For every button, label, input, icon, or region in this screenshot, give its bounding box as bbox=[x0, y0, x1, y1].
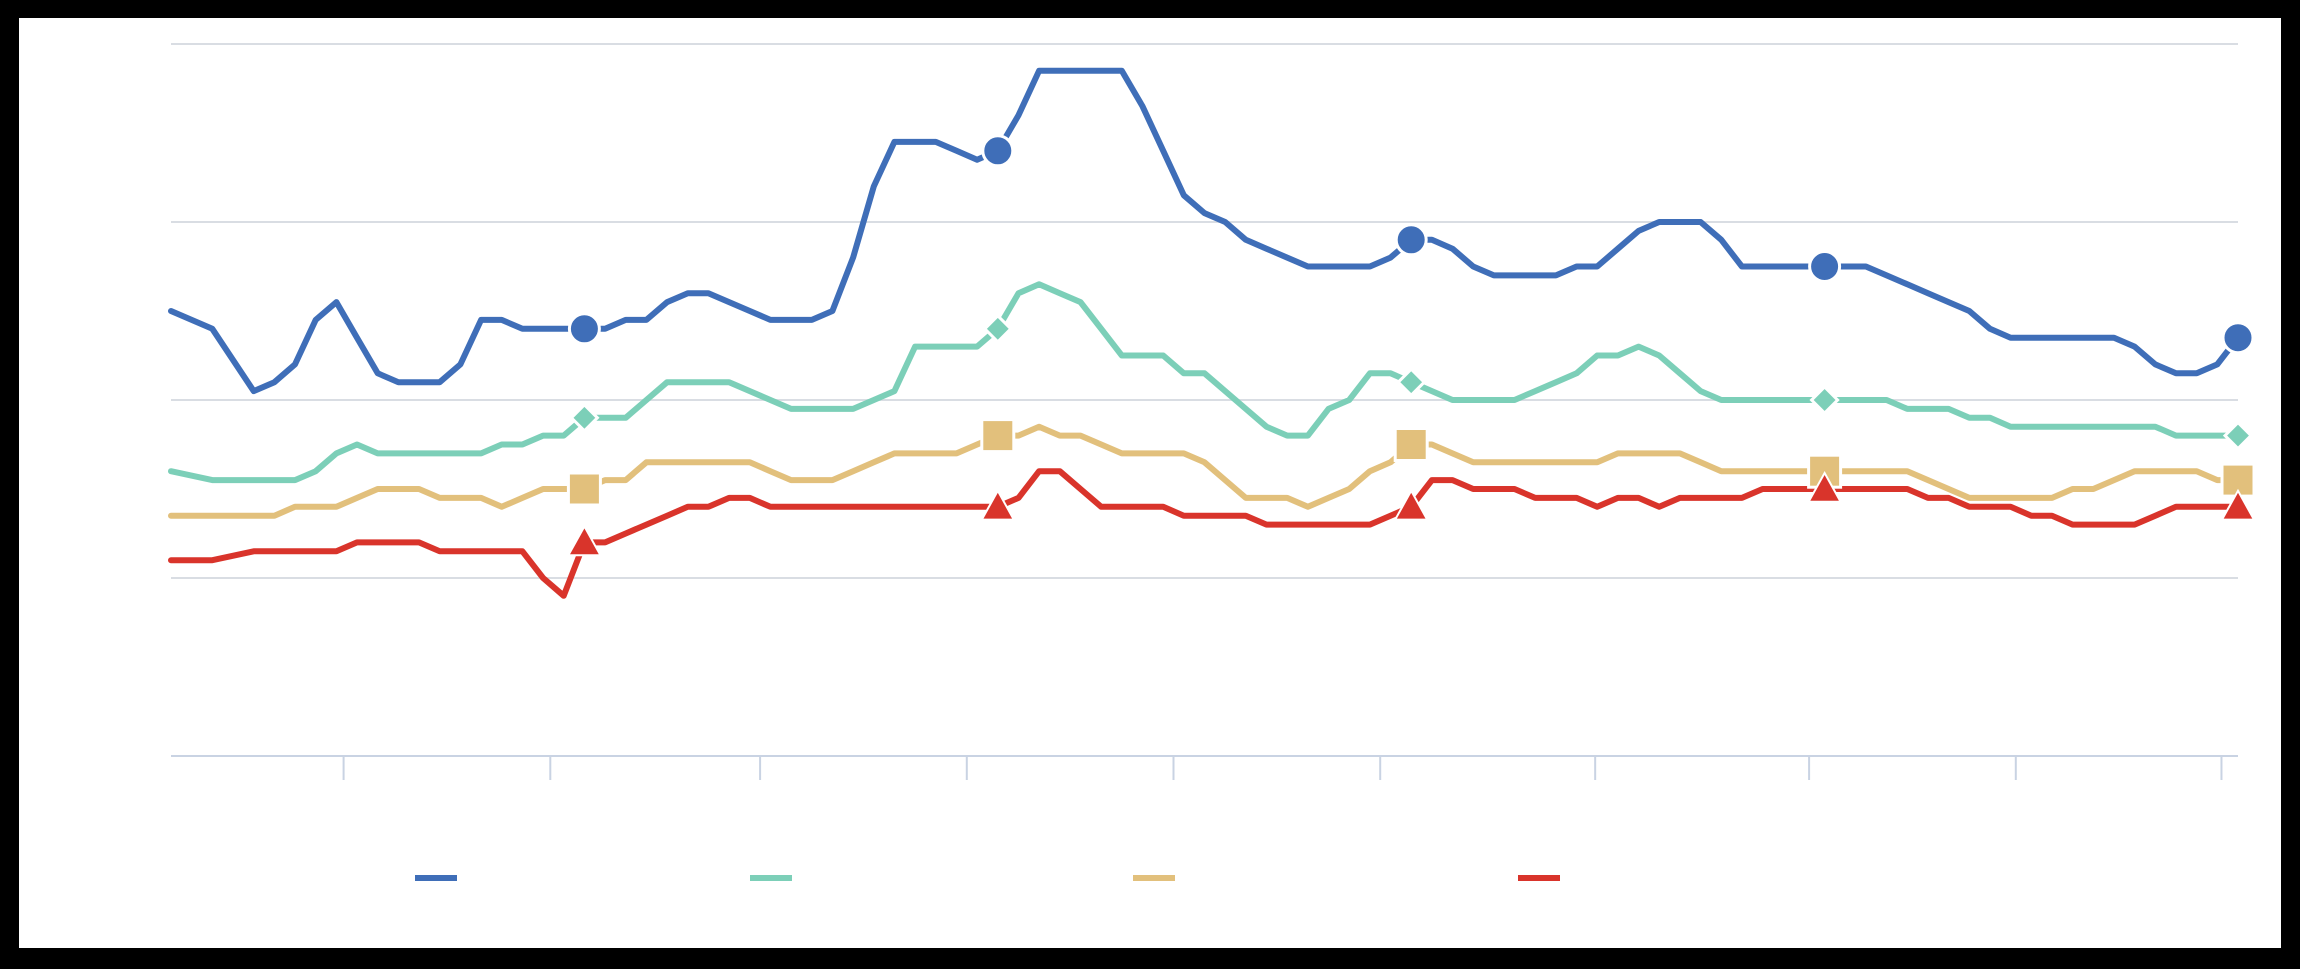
series-1-marker bbox=[2221, 321, 2255, 355]
series-1-marker bbox=[567, 312, 601, 346]
series-4-marker bbox=[2220, 488, 2256, 521]
series-2-marker bbox=[2222, 420, 2254, 451]
line-chart bbox=[168, 43, 2256, 881]
series-1-marker bbox=[981, 134, 1015, 168]
series-1-marker bbox=[1808, 250, 1842, 283]
chart-panel bbox=[19, 18, 2281, 948]
series-1-marker bbox=[1394, 223, 1428, 257]
series-3-marker bbox=[1393, 427, 1429, 462]
series-2-marker bbox=[1809, 384, 1840, 416]
marker-layer bbox=[566, 134, 2256, 557]
series-line-2 bbox=[168, 281, 2241, 484]
series-2-marker bbox=[569, 402, 600, 433]
series-line-3 bbox=[168, 423, 2241, 519]
series-4-marker bbox=[1806, 470, 1843, 503]
series-line-4 bbox=[168, 468, 2241, 599]
series-4-marker bbox=[980, 488, 1016, 521]
series-4-marker bbox=[566, 524, 603, 557]
series-4-marker bbox=[1393, 488, 1429, 521]
series-3-marker bbox=[566, 471, 602, 507]
series-2-marker bbox=[1396, 367, 1427, 398]
series-line-1 bbox=[168, 67, 2241, 395]
x-axis bbox=[171, 755, 2238, 780]
series-2-marker bbox=[982, 313, 1013, 344]
series-layer bbox=[168, 67, 2241, 599]
series-3-marker bbox=[980, 418, 1016, 454]
